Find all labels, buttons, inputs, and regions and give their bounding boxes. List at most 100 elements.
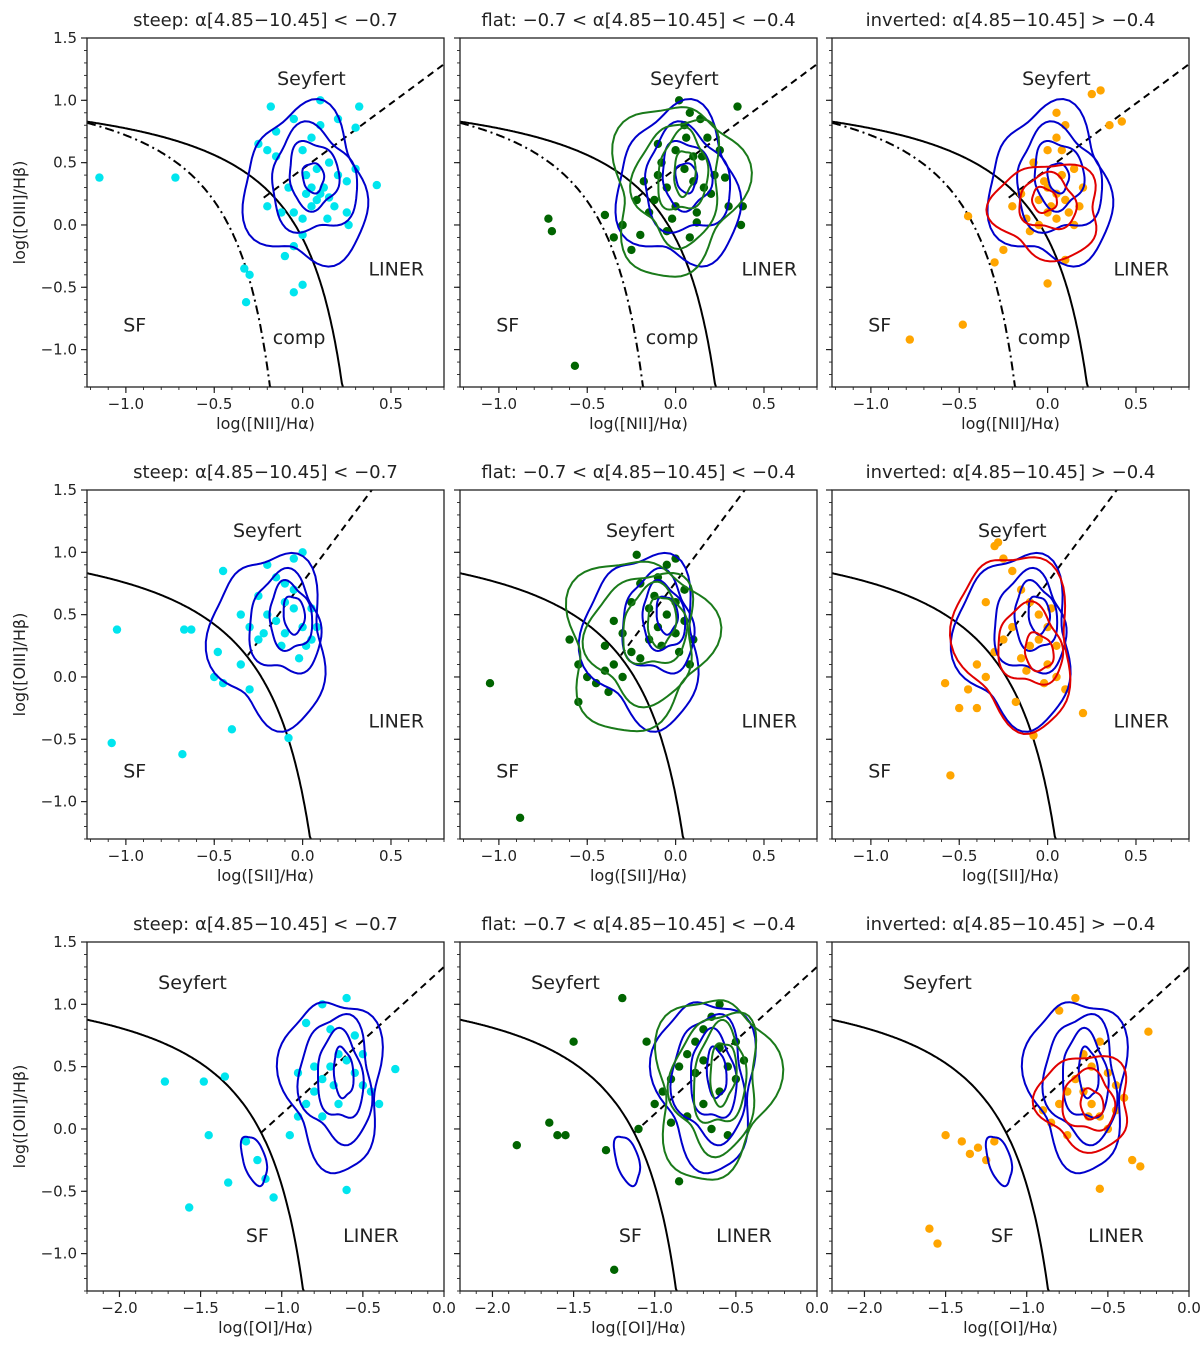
data-point: [259, 629, 268, 638]
data-point: [301, 170, 311, 180]
x-axis-label: log([OI]/Hα): [591, 1318, 686, 1337]
region-label-sf: SF: [123, 760, 146, 782]
x-tick-label: 0.5: [379, 847, 403, 865]
data-point: [650, 195, 659, 205]
y-tick-label: 1.0: [53, 543, 77, 561]
y-tick-label: −1.0: [41, 793, 77, 811]
x-tick-label: −1.0: [481, 395, 517, 413]
data-point: [972, 703, 982, 713]
reference-contour: [612, 1135, 642, 1188]
data-point: [204, 1131, 213, 1140]
panel-logoih-flat: flat: −0.7 < α[4.85−10.45] < −0.4 Seyfert…: [454, 914, 829, 1337]
data-point: [561, 1131, 570, 1140]
data-point: [280, 251, 290, 261]
reference-contour: [241, 97, 370, 268]
reference-contour: [268, 578, 314, 653]
data-point: [298, 214, 307, 223]
region-label-seyfert: Seyfert: [158, 972, 227, 994]
data-point: [1011, 697, 1020, 707]
seyfert-liner-line: [1004, 966, 1189, 1134]
data-point: [1136, 1162, 1145, 1171]
data-point: [666, 1118, 676, 1127]
reference-contour: [577, 551, 700, 733]
x-tick-label: 0.5: [379, 395, 403, 413]
region-label-liner: LINER: [741, 259, 797, 281]
data-point: [990, 258, 999, 267]
x-axis-label: log([OI]/Hα): [218, 1318, 313, 1337]
region-label-sf: SF: [246, 1225, 269, 1247]
reference-contour: [655, 595, 679, 636]
kauffmann-line: [832, 121, 1017, 387]
data-point: [485, 679, 495, 688]
panel-title: inverted: α[4.85−10.45] > −0.4: [866, 914, 1156, 935]
y-tick-label: −0.5: [41, 278, 77, 296]
data-point: [227, 725, 237, 734]
panel-logsiih-steep: steep: α[4.85−10.45] < −0.7 Seyfert LINER S…: [10, 462, 445, 885]
region-label-seyfert: Seyfert: [1022, 68, 1091, 90]
sample-contour: [693, 1018, 748, 1124]
x-tick-label: −1.0: [637, 1299, 673, 1317]
sample-contour: [622, 580, 689, 666]
data-point: [245, 270, 254, 279]
data-point: [391, 1064, 400, 1074]
data-point: [185, 1203, 194, 1212]
sample-contour: [1030, 185, 1059, 214]
sample-contour: [657, 126, 710, 211]
seyfert-liner-line: [247, 490, 374, 656]
data-point: [312, 164, 321, 174]
x-tick-label: 0.0: [291, 395, 315, 413]
data-point: [682, 133, 691, 142]
x-tick-label: 0.0: [664, 847, 688, 865]
region-label-liner: LINER: [343, 1225, 399, 1247]
reference-contour: [282, 595, 306, 636]
data-point: [591, 679, 601, 688]
data-point: [636, 654, 645, 663]
data-point: [298, 280, 307, 289]
region-label-seyfert: Seyfert: [277, 68, 346, 90]
x-tick-label: −1.0: [1009, 1299, 1045, 1317]
x-tick-label: −1.0: [108, 847, 144, 865]
data-point: [307, 202, 316, 211]
data-point: [236, 660, 245, 669]
data-point: [236, 610, 245, 619]
data-point: [965, 1149, 975, 1159]
sample-contour: [1018, 170, 1078, 231]
data-point: [618, 672, 627, 682]
data-point: [981, 598, 990, 607]
data-point: [905, 335, 914, 344]
data-point: [187, 625, 196, 634]
data-point: [330, 202, 339, 211]
data-point: [609, 233, 618, 242]
data-point: [1052, 133, 1061, 142]
data-point: [1144, 1027, 1153, 1036]
data-point: [600, 210, 610, 220]
panel-title: inverted: α[4.85−10.45] > −0.4: [866, 10, 1156, 31]
x-tick-label: −1.0: [108, 395, 144, 413]
data-point: [963, 685, 973, 694]
y-tick-label: 1.5: [53, 933, 77, 951]
x-tick-label: −0.5: [1090, 1299, 1126, 1317]
sample-contour: [653, 999, 785, 1181]
data-point: [112, 625, 122, 634]
data-point: [720, 173, 730, 182]
data-point: [178, 750, 187, 759]
sample-contour: [564, 560, 723, 733]
panel-logniih-flat: flat: −0.7 < α[4.85−10.45] < −0.4 Seyfert…: [454, 10, 818, 433]
data-point: [301, 1018, 311, 1028]
x-tick-label: −1.0: [264, 1299, 300, 1317]
data-point: [342, 1056, 351, 1065]
reference-contour: [288, 140, 341, 213]
data-point: [269, 1193, 278, 1202]
sample-contour: [948, 556, 1072, 736]
sample-contour: [997, 600, 1065, 686]
region-label-liner: LINER: [1113, 259, 1169, 281]
data-point: [955, 703, 964, 713]
data-point: [636, 230, 645, 240]
data-point: [1022, 666, 1031, 675]
y-tick-label: −0.5: [41, 1182, 77, 1200]
x-tick-label: 0.5: [752, 395, 776, 413]
panel-logniih-steep: steep: α[4.85−10.45] < −0.7 Seyfert LINER S…: [10, 10, 445, 433]
data-point: [545, 1118, 554, 1127]
reference-contour: [641, 578, 687, 653]
y-axis-label: log([OIII]/Hβ): [10, 1065, 29, 1169]
